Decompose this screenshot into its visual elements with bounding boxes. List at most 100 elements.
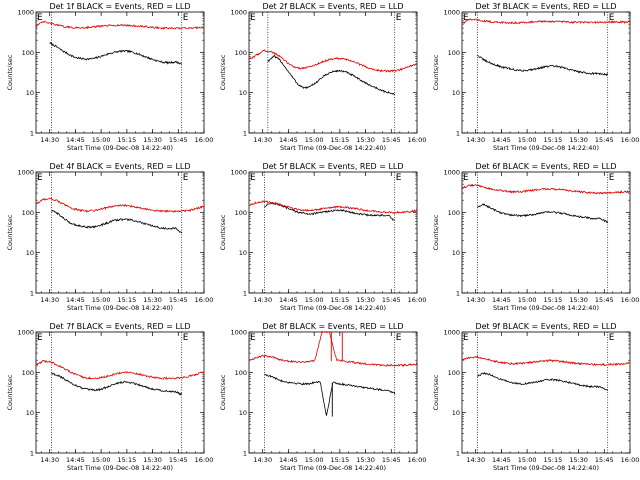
detector-panel-3: Det 3f BLACK = Events, RED = LLD 1 10 100 10… — [426, 0, 639, 160]
x-tick-label: 15:00 — [92, 296, 111, 304]
x-tick-label: 14:30 — [40, 296, 59, 304]
y-tick-label: 100 — [22, 369, 34, 377]
series-line-events — [264, 202, 395, 221]
y-tick-label: 1000 — [17, 169, 34, 177]
x-axis-label: Start Time (09-Dec-08 14:22:40) — [493, 144, 599, 152]
y-tick-label: 1 — [456, 450, 460, 458]
series-line-lld — [35, 197, 205, 214]
series-line-events — [267, 54, 396, 96]
y-tick-label: 10 — [239, 409, 247, 417]
x-tick-label: 15:30 — [356, 136, 375, 144]
x-tick-label: 15:45 — [169, 136, 188, 144]
series-line-events — [264, 373, 396, 416]
chart-title: Det 6f BLACK = Events, RED = LLD — [475, 162, 616, 171]
x-tick-label: 15:30 — [143, 296, 162, 304]
x-tick-label: 16:00 — [621, 296, 639, 304]
y-tick-label: 1000 — [230, 169, 247, 177]
chart-svg: Det 8f BLACK = Events, RED = LLD 1 10 100 10… — [219, 322, 426, 472]
plot-frame — [35, 11, 205, 134]
x-tick-label: 16:00 — [195, 456, 213, 464]
plot-frame — [461, 331, 631, 454]
plot-frame — [248, 11, 418, 134]
x-tick-label: 14:30 — [40, 136, 59, 144]
x-tick-label: 15:30 — [356, 296, 375, 304]
chart-svg: Det 5f BLACK = Events, RED = LLD 1 10 100 10… — [219, 162, 426, 312]
x-tick-label: 15:30 — [356, 456, 375, 464]
series-line-events — [49, 41, 182, 65]
chart-title: Det 7f BLACK = Events, RED = LLD — [49, 322, 190, 331]
x-tick-label: 15:00 — [305, 456, 324, 464]
x-tick-label: 14:30 — [253, 456, 272, 464]
chart-title: Det 8f BLACK = Events, RED = LLD — [262, 322, 403, 331]
x-tick-label: 14:30 — [253, 136, 272, 144]
plot-frame — [461, 171, 631, 294]
plot-frame — [35, 171, 205, 294]
x-tick-label: 15:15 — [117, 136, 136, 144]
x-tick-label: 15:00 — [92, 456, 111, 464]
y-tick-label: 1 — [456, 290, 460, 298]
detector-panel-7: Det 7f BLACK = Events, RED = LLD 1 10 100 10… — [0, 320, 213, 480]
detector-panel-1: Det 1f BLACK = Events, RED = LLD 1 10 100 10… — [0, 0, 213, 160]
x-tick-label: 15:15 — [117, 456, 136, 464]
y-tick-label: 1000 — [17, 329, 34, 337]
x-tick-label: 15:15 — [543, 296, 562, 304]
x-tick-label: 15:30 — [143, 456, 162, 464]
e-marker-label: E — [463, 13, 469, 23]
y-axis-label: Counts/sec — [432, 374, 440, 410]
chart-title: Det 4f BLACK = Events, RED = LLD — [49, 162, 190, 171]
y-axis-label: Counts/sec — [6, 374, 14, 410]
detector-panel-9: Det 9f BLACK = Events, RED = LLD 1 10 100 10… — [426, 320, 639, 480]
y-tick-label: 10 — [239, 249, 247, 257]
y-tick-label: 10 — [239, 89, 247, 97]
y-tick-label: 1 — [243, 450, 247, 458]
x-tick-label: 15:30 — [569, 456, 588, 464]
y-tick-label: 1000 — [443, 169, 460, 177]
chart-svg: Det 1f BLACK = Events, RED = LLD 1 10 100 10… — [6, 2, 213, 152]
e-marker-label: E — [183, 173, 189, 183]
x-tick-label: 15:15 — [330, 456, 349, 464]
chart-svg: Det 6f BLACK = Events, RED = LLD 1 10 100 10… — [432, 162, 639, 312]
x-tick-label: 15:15 — [330, 296, 349, 304]
series-line-lld — [35, 359, 205, 380]
series-line-events — [51, 372, 183, 396]
x-tick-label: 15:30 — [569, 296, 588, 304]
series-line-lld — [248, 330, 418, 368]
series-line-lld — [461, 18, 631, 25]
y-tick-label: 10 — [26, 89, 34, 97]
y-axis-label: Counts/sec — [219, 374, 227, 410]
x-axis-label: Start Time (09-Dec-08 14:22:40) — [280, 304, 386, 312]
x-axis-label: Start Time (09-Dec-08 14:22:40) — [67, 304, 173, 312]
x-tick-label: 15:15 — [543, 136, 562, 144]
series-line-lld — [248, 200, 418, 214]
chart-svg: Det 3f BLACK = Events, RED = LLD 1 10 100 10… — [432, 2, 639, 152]
x-tick-label: 14:45 — [492, 296, 511, 304]
e-marker-label: E — [37, 173, 43, 183]
y-tick-label: 1 — [243, 130, 247, 138]
y-axis-label: Counts/sec — [432, 214, 440, 250]
x-tick-label: 15:45 — [595, 136, 614, 144]
x-tick-label: 15:15 — [117, 296, 136, 304]
chart-title: Det 1f BLACK = Events, RED = LLD — [49, 2, 190, 11]
y-tick-label: 100 — [22, 209, 34, 217]
y-tick-label: 100 — [235, 369, 247, 377]
x-tick-label: 15:15 — [330, 136, 349, 144]
y-tick-label: 1 — [30, 450, 34, 458]
e-marker-label: E — [250, 333, 256, 343]
chart-title: Det 9f BLACK = Events, RED = LLD — [475, 322, 616, 331]
x-tick-label: 14:30 — [466, 136, 485, 144]
y-tick-label: 1000 — [230, 329, 247, 337]
chart-title: Det 3f BLACK = Events, RED = LLD — [475, 2, 616, 11]
e-marker-label: E — [396, 173, 402, 183]
x-tick-label: 15:45 — [382, 136, 401, 144]
x-tick-label: 16:00 — [621, 456, 639, 464]
chart-svg: Det 4f BLACK = Events, RED = LLD 1 10 100 10… — [6, 162, 213, 312]
x-axis-label: Start Time (09-Dec-08 14:22:40) — [67, 144, 173, 152]
x-axis-label: Start Time (09-Dec-08 14:22:40) — [280, 144, 386, 152]
x-tick-label: 14:45 — [66, 136, 85, 144]
series-line-events — [51, 209, 183, 234]
chart-svg: Det 7f BLACK = Events, RED = LLD 1 10 100 10… — [6, 322, 213, 472]
e-marker-label: E — [37, 13, 43, 23]
x-tick-label: 14:45 — [279, 136, 298, 144]
e-marker-label: E — [396, 333, 402, 343]
